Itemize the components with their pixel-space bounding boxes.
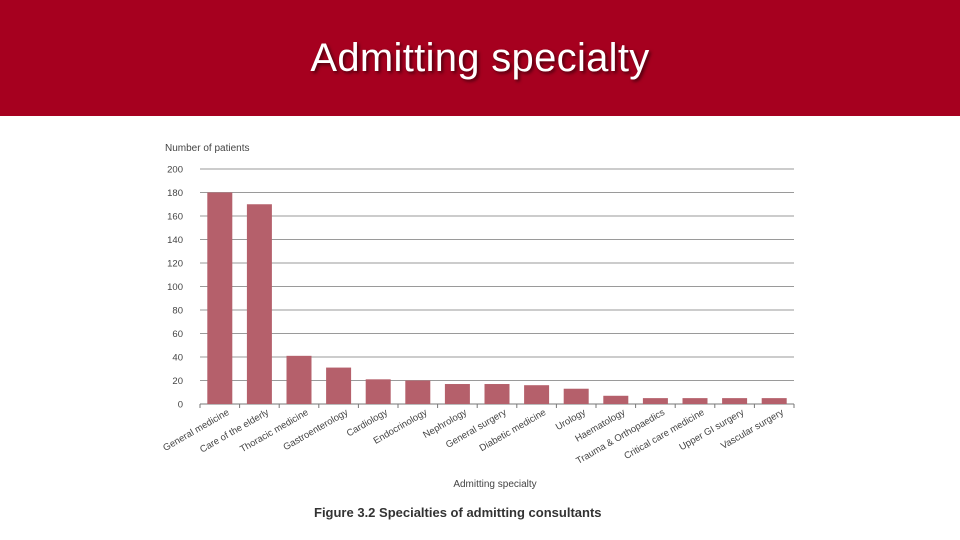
x-axis-label: Admitting specialty [453,479,536,490]
x-tick-label: General medicine [161,407,231,454]
y-tick-label: 40 [172,353,183,364]
y-tick-label: 120 [167,259,183,270]
bar [524,385,550,404]
y-axis-label: Number of patients [165,143,250,154]
bar [563,388,589,404]
x-tick-label: Care of the elderly [198,407,271,455]
bar [642,398,668,404]
bar [326,367,352,404]
slide-title: Admitting specialty [310,36,650,80]
y-tick-label: 160 [167,212,183,223]
y-tick-label: 80 [172,306,183,317]
y-tick-label: 0 [178,400,183,411]
x-tick-label: Thoracic medicine [238,407,310,455]
figure-caption: Figure 3.2 Specialties of admitting cons… [314,505,602,520]
bar [484,384,510,404]
bar [246,204,272,404]
y-tick-label: 140 [167,235,183,246]
y-tick-label: 200 [167,165,183,176]
bar [444,384,470,404]
y-tick-label: 60 [172,329,183,340]
y-tick-label: 180 [167,188,183,199]
bar [603,395,629,404]
bar [207,192,233,404]
bar [682,398,708,404]
bar [405,380,431,404]
bar [722,398,748,404]
bar [365,379,391,404]
title-banner: Admitting specialty [0,0,960,116]
bar [761,398,787,404]
x-tick-label: Diabetic medicine [478,407,548,454]
bar [286,355,312,404]
y-tick-label: 100 [167,282,183,293]
y-tick-label: 20 [172,376,183,387]
